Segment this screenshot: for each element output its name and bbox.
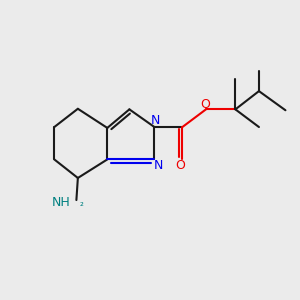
Text: O: O xyxy=(200,98,210,111)
Text: N: N xyxy=(153,159,163,172)
Text: ₂: ₂ xyxy=(79,198,83,208)
Text: O: O xyxy=(175,159,185,172)
Text: NH: NH xyxy=(52,196,70,209)
Text: N: N xyxy=(151,114,160,127)
